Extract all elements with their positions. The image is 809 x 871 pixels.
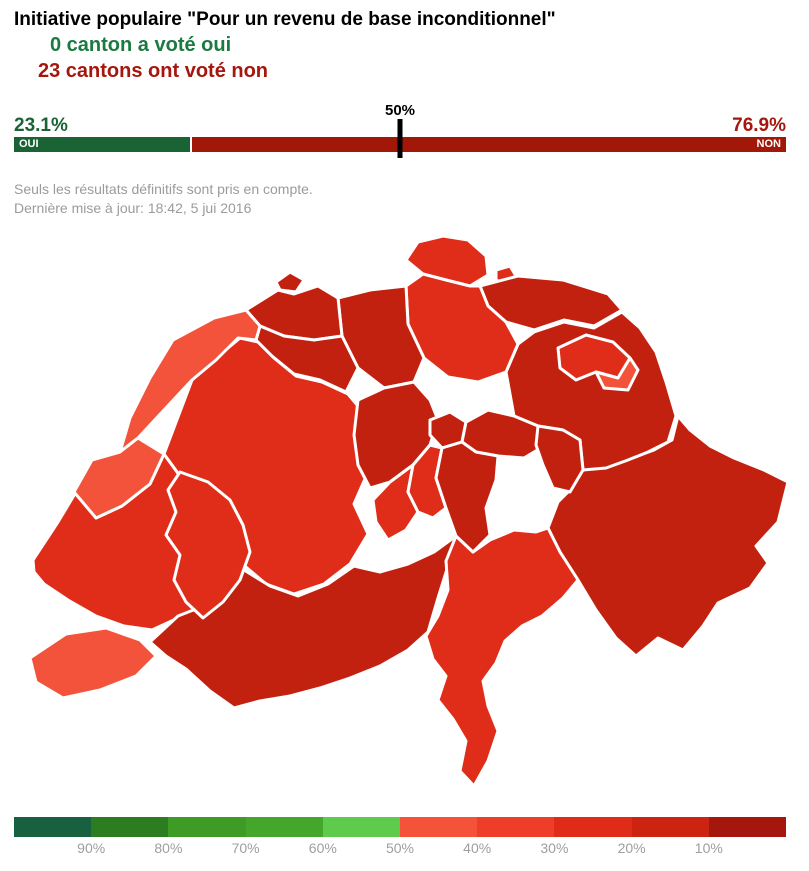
legend-segment-5: [322, 817, 401, 837]
legend-segment-1: [14, 817, 92, 837]
legend-segment-6: [400, 817, 478, 837]
canton-bs[interactable]: [274, 270, 306, 294]
threshold-marker: [397, 119, 403, 158]
canton-fr[interactable]: [164, 470, 252, 620]
canton-ge[interactable]: [28, 626, 158, 700]
legend-segment-9: [631, 817, 709, 837]
oui-bar-segment: OUI: [14, 137, 193, 152]
canton-ne[interactable]: [72, 436, 166, 520]
legend-tick-labels: 90% 80% 70% 60% 50% 40% 30% 20% 10%: [14, 840, 786, 860]
legend-color-bar: [14, 817, 787, 837]
canton-gl[interactable]: [534, 424, 585, 494]
canton-so[interactable]: [254, 324, 360, 394]
oui-percentage: 23.1%: [14, 115, 68, 136]
legend-segment-8: [554, 817, 632, 837]
legend-label-60: 60%: [308, 840, 337, 856]
page-title: Initiative populaire "Pour un revenu de …: [14, 9, 556, 30]
threshold-label: 50%: [384, 102, 416, 119]
legend-segment-2: [91, 817, 169, 837]
legend-label-90: 90%: [77, 840, 106, 856]
legend-segment-10: [708, 817, 787, 837]
canton-zh[interactable]: [404, 272, 520, 384]
canton-ai[interactable]: [594, 356, 640, 392]
canton-vs[interactable]: [148, 534, 458, 710]
oui-non-bar: OUI NON: [14, 137, 786, 152]
choropleth-map-svg: [28, 234, 790, 788]
result-bar: 50% 23.1% 76.9% OUI NON: [14, 102, 786, 160]
oui-cantons-count: 0 canton a voté oui: [50, 34, 232, 56]
canton-ti[interactable]: [424, 526, 580, 788]
switzerland-canton-map: [18, 230, 793, 818]
color-scale-legend: 90% 80% 70% 60% 50% 40% 30% 20% 10%: [14, 817, 787, 860]
legend-label-50: 50%: [385, 840, 415, 856]
legend-label-40: 40%: [463, 840, 492, 856]
header: Initiative populaire "Pour un revenu de …: [14, 8, 794, 84]
note-line-1: Seuls les résultats définitifs sont pris…: [14, 181, 313, 197]
canton-ur[interactable]: [434, 440, 500, 554]
non-cantons-count: 23 cantons ont voté non: [38, 60, 269, 82]
note-line-2: Dernière mise à jour: 18:42, 5 jui 2016: [14, 200, 252, 216]
legend-label-30: 30%: [540, 840, 569, 856]
canton-ju[interactable]: [118, 308, 262, 454]
legend-segment-7: [477, 817, 555, 837]
legend-label-20: 20%: [617, 840, 646, 856]
legend-segment-3: [168, 817, 246, 837]
non-bar-segment: NON: [192, 137, 786, 152]
legend-label-70: 70%: [231, 840, 260, 856]
legend-label-80: 80%: [154, 840, 183, 856]
non-percentage: 76.9%: [732, 115, 786, 136]
notes: Seuls les résultats définitifs sont pris…: [14, 180, 313, 218]
legend-label-10: 10%: [694, 840, 723, 856]
legend-segment-4: [245, 817, 323, 837]
